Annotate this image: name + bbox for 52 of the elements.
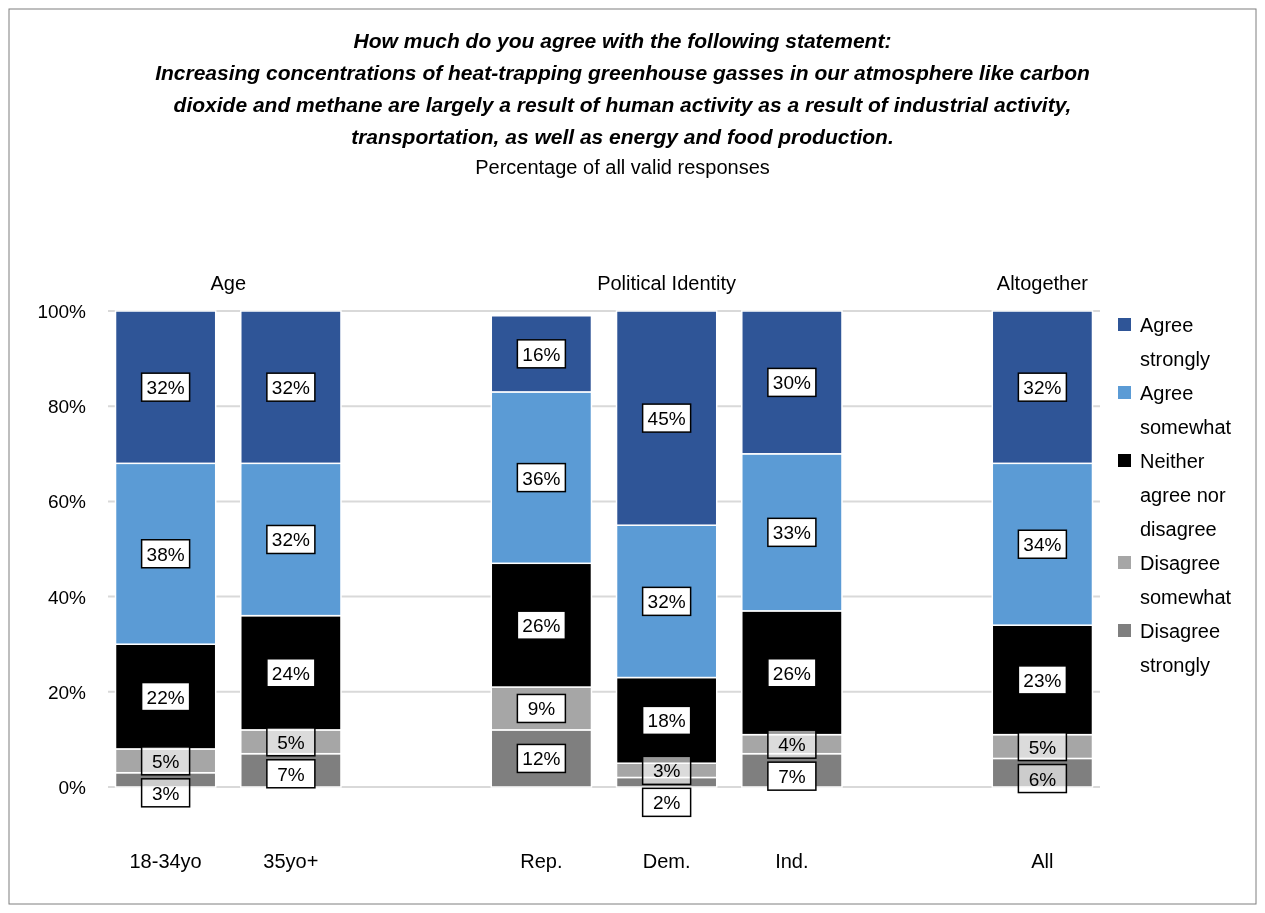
data-label: 4%	[778, 734, 806, 756]
y-tick-label: 80%	[47, 396, 87, 418]
data-label: 6%	[1028, 768, 1057, 790]
data-label: 7%	[778, 766, 806, 788]
text: Altogether	[996, 272, 1089, 294]
data-label: 45%	[647, 408, 686, 430]
data-label: 32%	[146, 377, 185, 399]
chart-subtitle: Percentage of all valid responses	[475, 156, 770, 178]
data-label: 33%	[772, 522, 811, 544]
data-label: 7%	[277, 763, 305, 785]
data-label: 24%	[271, 662, 310, 684]
x-tick-label: 35yo+	[263, 850, 319, 872]
data-label: 5%	[1028, 736, 1057, 758]
legend-label: Agree somewhat	[1140, 382, 1232, 438]
data-label: 22%	[146, 686, 185, 708]
data-label: 2%	[652, 792, 681, 814]
data-label: 26%	[522, 615, 561, 637]
x-tick-label: Dem.	[642, 850, 691, 872]
data-label: 18%	[647, 710, 686, 732]
x-tick-label: Ind.	[775, 850, 809, 872]
data-label: 3%	[151, 782, 180, 804]
legend-label: Neither agree nor disagree	[1140, 450, 1226, 540]
data-label: 23%	[1023, 669, 1062, 691]
legend-label: Disagree strongly	[1140, 620, 1221, 676]
data-label: 3%	[652, 760, 681, 782]
data-label: 32%	[1023, 377, 1062, 399]
data-label: 32%	[271, 377, 310, 399]
chart-title: How much do you agree with the following statement: Increasing concentrations of heat-trapping greenhouse gasses in our atmosphere like carbon dioxide and methane are largely a result of human activity as a result of industrial activity, transportation, as well as energy and food production.	[155, 29, 1090, 148]
data-label: 32%	[271, 529, 310, 551]
x-tick-label: All	[1031, 850, 1054, 872]
y-tick-label: 20%	[47, 681, 87, 703]
data-label: 38%	[146, 543, 185, 565]
y-tick-label: 0%	[58, 777, 87, 798]
legend-label: Disagree somewhat	[1140, 552, 1232, 608]
data-label: 9%	[527, 698, 556, 720]
data-label: 30%	[772, 372, 811, 394]
y-tick-label: 60%	[47, 491, 87, 513]
legend-label: Agree strongly	[1140, 314, 1211, 370]
x-tick-label: Rep.	[520, 850, 563, 872]
data-label: 26%	[772, 662, 811, 684]
x-tick-label: 18-34yo	[129, 850, 202, 872]
data-label: 32%	[647, 591, 686, 613]
data-label: 5%	[151, 750, 180, 772]
y-tick-label: 100%	[37, 301, 87, 322]
y-tick-label: 40%	[47, 586, 87, 608]
data-label: 5%	[277, 731, 305, 753]
text: Age	[210, 272, 247, 294]
data-label: 34%	[1023, 534, 1062, 556]
text: Political Identity	[597, 272, 737, 294]
data-label: 16%	[522, 343, 561, 365]
data-label: 12%	[522, 748, 561, 770]
data-label: 36%	[522, 467, 561, 489]
